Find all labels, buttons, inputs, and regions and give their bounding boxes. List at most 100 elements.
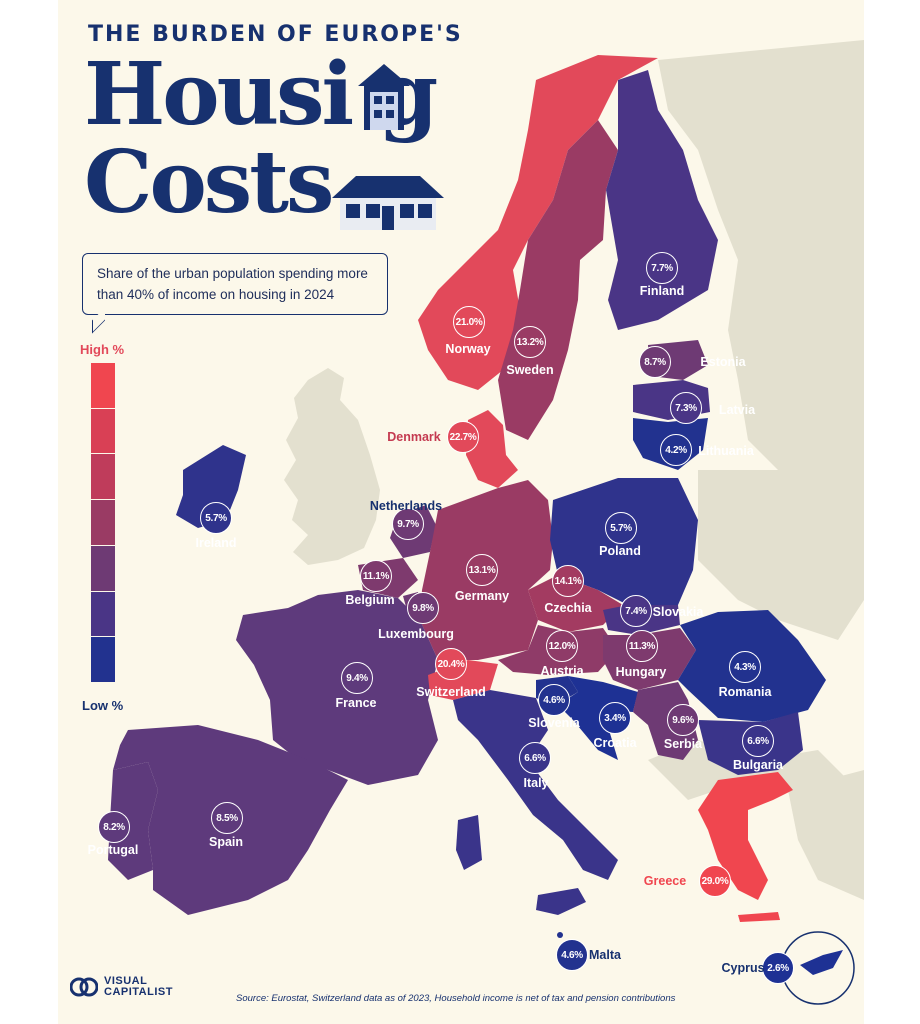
country-name-germany: Germany (454, 589, 510, 603)
value-bubble-ireland: 5.7% (200, 502, 232, 534)
shape-norway (418, 55, 658, 390)
country-name-bulgaria: Bulgaria (732, 758, 784, 772)
value-bubble-spain: 8.5% (211, 802, 243, 834)
value-bubble-bulgaria: 6.6% (742, 725, 774, 757)
country-name-netherlands: Netherlands (369, 499, 443, 513)
country-name-ireland: Ireland (195, 536, 237, 550)
value-bubble-cyprus: 2.6% (762, 952, 794, 984)
country-name-hungary: Hungary (615, 665, 667, 679)
legend-high-label: High % (80, 342, 125, 357)
value-bubble-croatia: 3.4% (599, 702, 631, 734)
shape-malta (557, 932, 563, 938)
value-bubble-czechia: 14.1% (552, 565, 584, 597)
shape-portugal (108, 762, 158, 880)
legend-swatch (91, 454, 115, 501)
logo-line-1: VISUAL (104, 975, 148, 987)
value-bubble-switzerland: 20.4% (435, 648, 467, 680)
shape-sicily (536, 888, 586, 915)
legend-swatch (91, 500, 115, 546)
shape-sweden (498, 120, 618, 440)
legend-swatch (91, 408, 115, 455)
value-bubble-germany: 13.1% (466, 554, 498, 586)
value-bubble-portugal: 8.2% (98, 811, 130, 843)
country-name-slovakia: Slovakia (652, 605, 704, 619)
value-bubble-norway: 21.0% (453, 306, 485, 338)
legend-swatch (91, 591, 115, 638)
legend-swatch (91, 637, 115, 684)
country-name-czechia: Czechia (544, 601, 592, 615)
value-bubble-italy: 6.6% (519, 742, 551, 774)
shape-serbia (633, 682, 698, 760)
shape-czechia (528, 575, 623, 632)
source-note: Source: Eurostat, Switzerland data as of… (236, 993, 676, 1004)
shape-cyprus (800, 950, 843, 975)
shape-crete (738, 912, 780, 922)
country-name-cyprus: Cyprus (721, 961, 765, 975)
value-bubble-slovakia: 7.4% (620, 595, 652, 627)
land-russia (658, 40, 864, 600)
value-bubble-hungary: 11.3% (626, 630, 658, 662)
land-ukraine (698, 470, 864, 640)
shape-denmark (466, 410, 518, 488)
country-name-romania: Romania (718, 685, 772, 699)
europe-map (108, 40, 864, 1005)
country-name-poland: Poland (599, 544, 641, 558)
country-name-spain: Spain (208, 835, 244, 849)
country-name-lithuania: Lithuania (698, 444, 754, 458)
title-line-2: Costs (84, 132, 334, 233)
value-bubble-belgium: 11.1% (360, 560, 392, 592)
value-bubble-poland: 5.7% (605, 512, 637, 544)
country-name-latvia: Latvia (718, 403, 756, 417)
land-turkey (788, 770, 864, 900)
logo-icon (70, 977, 98, 997)
value-bubble-estonia: 8.7% (639, 346, 671, 378)
value-bubble-slovenia: 4.6% (538, 684, 570, 716)
shape-finland (606, 70, 718, 330)
subtitle: THE BURDEN OF EUROPE'S (88, 22, 463, 47)
legend-color-scale (91, 363, 115, 684)
shape-sardinia (456, 815, 482, 870)
legend-low-label: Low % (82, 698, 124, 713)
country-name-malta: Malta (589, 948, 621, 962)
legend-swatch (91, 545, 115, 592)
country-name-switzerland: Switzerland (416, 685, 486, 699)
country-name-denmark: Denmark (387, 430, 441, 444)
value-bubble-netherlands: 9.7% (392, 508, 424, 540)
country-name-serbia: Serbia (663, 737, 703, 751)
country-name-luxembourg: Luxembourg (378, 627, 454, 641)
country-name-sweden: Sweden (506, 363, 554, 377)
value-bubble-france: 9.4% (341, 662, 373, 694)
value-bubble-luxembourg: 9.8% (407, 592, 439, 624)
house-tall-icon (358, 64, 410, 130)
shape-italy (453, 690, 618, 880)
value-bubble-malta: 4.6% (556, 939, 588, 971)
value-bubble-serbia: 9.6% (667, 704, 699, 736)
value-bubble-lithuania: 4.2% (660, 434, 692, 466)
logo-line-2: CAPITALIST (104, 986, 173, 998)
value-bubble-denmark: 22.7% (447, 421, 479, 453)
value-bubble-finland: 7.7% (646, 252, 678, 284)
country-name-norway: Norway (445, 342, 491, 356)
country-name-greece: Greece (643, 874, 687, 888)
country-name-estonia: Estonia (700, 355, 746, 369)
country-name-italy: Italy (523, 776, 549, 790)
country-name-austria: Austria (540, 664, 584, 678)
value-bubble-sweden: 13.2% (514, 326, 546, 358)
legend-swatch (91, 363, 115, 409)
country-name-france: France (335, 696, 377, 710)
description-box: Share of the urban population spending m… (82, 253, 388, 315)
country-name-finland: Finland (639, 284, 685, 298)
value-bubble-romania: 4.3% (729, 651, 761, 683)
country-name-portugal: Portugal (87, 843, 139, 857)
value-bubble-austria: 12.0% (546, 630, 578, 662)
value-bubble-latvia: 7.3% (670, 392, 702, 424)
country-name-belgium: Belgium (345, 593, 395, 607)
house-wide-icon (332, 176, 444, 230)
land-uk (284, 368, 380, 565)
country-name-slovenia: Slovenia (528, 716, 580, 730)
visual-capitalist-logo: VISUAL CAPITALIST (70, 976, 173, 998)
infographic-poster: THE BURDEN OF EUROPE'S Housi g Costs Sha… (58, 0, 864, 1024)
shape-croatia (558, 676, 638, 760)
shape-france (236, 590, 438, 785)
value-bubble-greece: 29.0% (699, 865, 731, 897)
